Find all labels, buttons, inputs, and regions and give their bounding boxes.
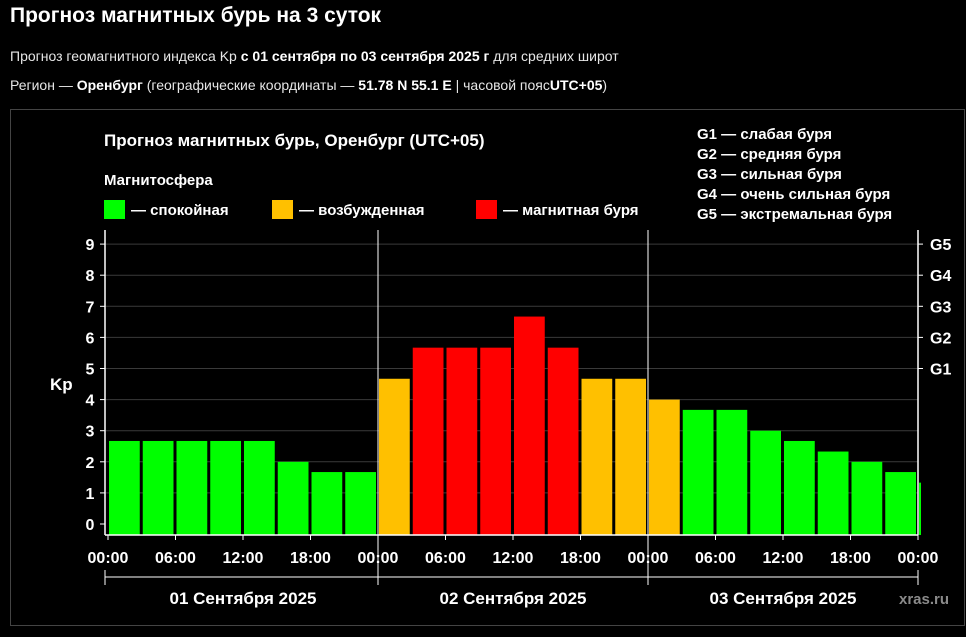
legend-swatch — [476, 200, 497, 219]
x-tick-label: 12:00 — [223, 550, 264, 567]
forecast-period-line: Прогноз геомагнитного индекса Kp с 01 се… — [10, 48, 619, 64]
x-tick-label: 00:00 — [88, 550, 129, 567]
y-tick-label: 9 — [86, 237, 95, 254]
labels-layer: Прогноз магнитных бурь, Оренбург (UTC+05… — [50, 131, 951, 608]
chart-title: Прогноз магнитных бурь, Оренбург (UTC+05… — [104, 131, 484, 150]
y-tick-label: 0 — [86, 517, 95, 534]
y2-tick-label: G4 — [930, 268, 951, 285]
y-tick-label: 2 — [86, 455, 95, 472]
y-tick-label: 3 — [86, 424, 95, 441]
legend-swatch — [272, 200, 293, 219]
kp-bar — [446, 347, 478, 535]
kp-bar — [885, 472, 916, 535]
kp-bar — [345, 472, 376, 535]
y-tick-label: 8 — [86, 268, 95, 285]
kp-bar — [514, 316, 545, 535]
period-suffix: для средних широт — [493, 48, 619, 64]
y2-tick-label: G3 — [930, 299, 951, 316]
kp-bar — [412, 347, 444, 535]
timezone-prefix: | часовой пояс — [455, 77, 550, 93]
day-label: 01 Сентября 2025 — [170, 589, 317, 608]
kp-bar — [210, 440, 241, 535]
bars-layer — [109, 316, 921, 535]
kp-bar — [142, 440, 174, 535]
legend-title: Магнитосфера — [104, 172, 213, 189]
kp-bar — [784, 440, 815, 535]
kp-bar — [649, 399, 680, 535]
g-scale-legend-item: G3 — сильная буря — [697, 166, 842, 183]
y-tick-label: 6 — [86, 330, 95, 347]
legend-layer: — спокойная — возбужденная — магнитная бур… — [104, 126, 892, 223]
x-tick-label: 12:00 — [763, 550, 804, 567]
day-label: 03 Сентября 2025 — [710, 589, 857, 608]
kp-bar — [615, 378, 646, 535]
day-label: 02 Сентября 2025 — [440, 589, 587, 608]
period-dates: с 01 сентября по 03 сентября 2025 г — [240, 48, 490, 64]
y-tick-label: 5 — [86, 362, 95, 379]
g-scale-legend-item: G1 — слабая буря — [697, 126, 832, 143]
chart-frame — [10, 109, 965, 626]
region-name: Оренбург — [76, 77, 143, 93]
page-title: Прогноз магнитных бурь на 3 суток — [10, 4, 382, 27]
period-prefix: Прогноз геомагнитного индекса Kp — [10, 48, 237, 64]
kp-bar — [547, 347, 579, 535]
kp-bar — [277, 461, 309, 535]
x-tick-label: 18:00 — [560, 550, 601, 567]
coords-value: 51.78 N 55.1 E — [358, 77, 452, 93]
y2-tick-label: G5 — [930, 237, 951, 254]
y-tick-label: 1 — [86, 486, 95, 503]
y-tick-label: 7 — [86, 299, 95, 316]
kp-bar — [919, 482, 921, 535]
x-tick-label: 00:00 — [628, 550, 669, 567]
kp-bar — [817, 451, 849, 535]
kp-bar — [581, 378, 613, 535]
legend-label: — спокойная — [131, 202, 229, 219]
kp-bar — [176, 440, 208, 535]
g-scale-legend-item: G5 — экстремальная буря — [697, 206, 892, 223]
grid-layer — [105, 230, 918, 585]
x-tick-label: 00:00 — [898, 550, 939, 567]
y2-tick-label: G2 — [930, 330, 951, 347]
x-tick-label: 00:00 — [358, 550, 399, 567]
x-tick-label: 06:00 — [425, 550, 466, 567]
kp-bar — [109, 440, 140, 535]
x-tick-label: 06:00 — [695, 550, 736, 567]
region-line: Регион — Оренбург (географические коорди… — [10, 77, 607, 93]
legend-swatch — [104, 200, 125, 219]
legend-label: — возбужденная — [299, 202, 425, 219]
kp-bar — [682, 409, 714, 535]
y-axis-label: Kp — [50, 375, 73, 394]
x-tick-label: 12:00 — [493, 550, 534, 567]
region-line-end: ) — [602, 77, 608, 93]
legend-label: — магнитная буря — [503, 202, 639, 219]
kp-bar — [379, 378, 410, 535]
coords-prefix: (географические координаты — — [146, 77, 355, 93]
axes-layer — [100, 230, 923, 585]
kp-bar — [480, 347, 511, 535]
watermark: xras.ru — [899, 591, 949, 608]
timezone-value: UTC+05 — [549, 77, 603, 93]
y-tick-label: 4 — [86, 393, 95, 410]
y2-tick-label: G1 — [930, 362, 951, 379]
kp-bar — [851, 461, 883, 535]
x-tick-label: 06:00 — [155, 550, 196, 567]
g-scale-legend-item: G4 — очень сильная буря — [697, 186, 890, 203]
kp-bar — [716, 409, 748, 535]
x-tick-label: 18:00 — [290, 550, 331, 567]
kp-bar — [750, 430, 781, 535]
g-scale-legend-item: G2 — средняя буря — [697, 146, 841, 163]
region-prefix: Регион — — [10, 77, 73, 93]
kp-bar — [244, 440, 275, 535]
kp-bar — [311, 472, 343, 535]
x-tick-label: 18:00 — [830, 550, 871, 567]
